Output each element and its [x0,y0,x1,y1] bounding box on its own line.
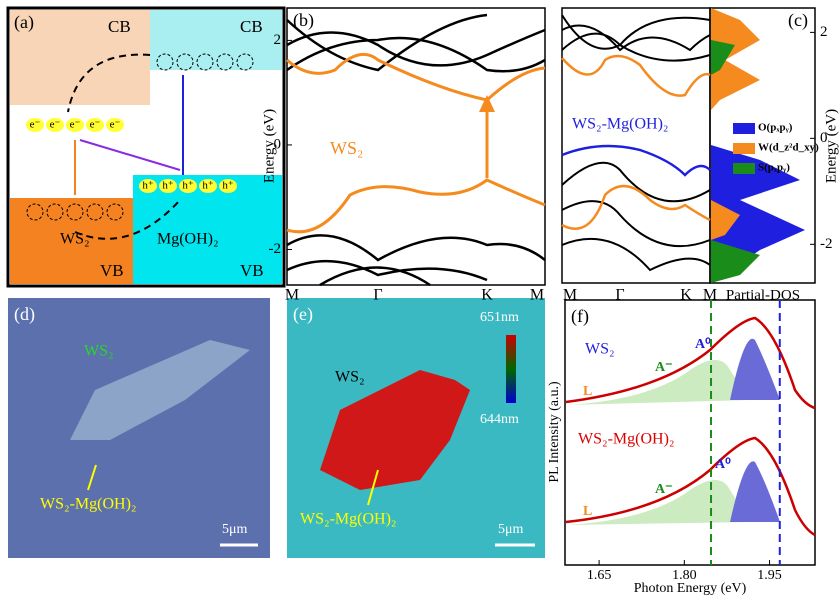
annotation: WS₂-Mg(OH)₂ [300,511,396,528]
annotation: WS₂ [335,369,365,386]
annotation: WS₂ [84,343,114,360]
spectrum-name: WS₂-Mg(OH)₂ [578,431,674,448]
x-tick-label: 1.65 [587,568,612,583]
k-point-label: Γ [615,287,624,304]
panel-label: (f) [571,306,589,327]
figure: (a) CB CB VB VB WS₂ Mg(OH)₂ e⁻ e⁻ e⁻ e⁻ e⁻ h⁺… [0,0,840,597]
band-label: CB [240,17,263,36]
legend-swatch [733,163,755,174]
panel-label: (e) [293,304,313,325]
peak-label: A⁰ [715,457,731,472]
scale-label: 5μm [222,522,248,537]
y-tick-label: -2 [269,241,282,257]
y-tick-label: 2 [274,32,282,48]
band [562,146,710,175]
scale-label: 5μm [498,522,524,537]
peak-label: A⁻ [655,360,673,375]
colorbar-label: 651nm [480,310,519,325]
peak-label: L [583,384,592,399]
electron-label: e⁻ [30,119,41,131]
panel-label: (b) [293,10,314,31]
microscope-image [8,298,270,558]
panel-f: (f) WS₂ WS₂-Mg(OH)₂ A⁰ A⁻ L A⁰ A⁻ L PL I… [547,300,815,596]
panel-a: (a) CB CB VB VB WS₂ Mg(OH)₂ e⁻ e⁻ e⁻ e⁻ e⁻ h⁺… [8,8,284,286]
x-axis-label: Photon Energy (eV) [634,581,747,596]
peak-fill [730,339,780,400]
hole-label: h⁺ [182,180,194,192]
band-label: VB [240,261,264,280]
panel-c: (c) WS₂-Mg(OH)₂ Energy (eV) O(pₓpᵧ) W(d_z… [562,8,839,283]
panel-label: (c) [788,10,808,31]
material-label: WS₂ [60,231,90,248]
annotation: WS₂-Mg(OH)₂ [40,496,136,513]
band [287,180,545,232]
band-label: VB [100,261,124,280]
band [562,163,710,202]
material-label: Mg(OH)₂ [157,231,219,248]
dos-label: Partial-DOS [726,287,800,303]
panel-d: (d) WS₂ WS₂-Mg(OH)₂ 5μm [8,298,270,558]
peak-label: A⁰ [695,337,711,352]
hole-label: h⁺ [222,180,234,192]
electron-label: e⁻ [70,119,81,131]
electron-label: e⁻ [50,119,61,131]
panel-b: (b) WS₂ Energy (eV) [261,8,545,285]
k-point-label: M [285,287,299,304]
k-point-label: M [703,287,717,304]
k-point-label: K [481,287,493,304]
k-point-label: M [530,287,544,304]
hole-label: h⁺ [142,180,154,192]
colorbar [506,335,516,403]
panel-label: (a) [14,12,34,33]
colorbar-label: 644nm [480,412,519,427]
legend-label: O(pₓpᵧ) [758,122,793,134]
peak-label: A⁻ [655,482,673,497]
band [562,56,710,96]
panel-label: (d) [14,304,35,325]
y-tick-label: 0 [820,130,828,146]
legend-label: S(pₓpᵧ) [758,162,790,174]
electron-label: e⁻ [110,119,121,131]
band [287,30,545,65]
k-point-label: K [680,287,692,304]
electron-label: e⁻ [90,119,101,131]
panel-e: (e) 651nm 644nm WS₂ WS₂-Mg(OH)₂ 5μm [287,298,545,558]
k-point-label: Γ [373,287,382,304]
annotation: WS₂ [330,138,363,158]
spectrum-name: WS₂ [585,341,615,358]
hole-label: h⁺ [202,180,214,192]
band [287,261,487,280]
legend-swatch [733,143,755,154]
band [287,15,487,70]
y-axis-label: Energy (eV) [823,109,839,183]
band [287,235,545,260]
band [562,26,710,51]
y-tick-label: 2 [820,24,828,40]
y-axis-label: PL Intensity (a.u.) [547,381,562,483]
y-tick-label: 0 [274,136,282,152]
bands [287,15,545,285]
band [562,34,710,61]
legend-swatch [733,123,755,134]
peak-label: L [583,504,592,519]
band [562,239,710,270]
band [562,15,710,49]
hole-label: h⁺ [162,180,174,192]
y-tick-label: -2 [820,236,833,252]
x-tick-label: 1.95 [757,568,782,583]
legend-label: W(d_z²d_xy) [758,142,819,154]
band [562,186,710,229]
annotation: WS₂-Mg(OH)₂ [572,116,668,133]
peak-fill [730,461,780,522]
band-label: CB [108,17,131,36]
k-point-label: M [563,287,577,304]
x-tick-label: 1.80 [672,568,697,583]
